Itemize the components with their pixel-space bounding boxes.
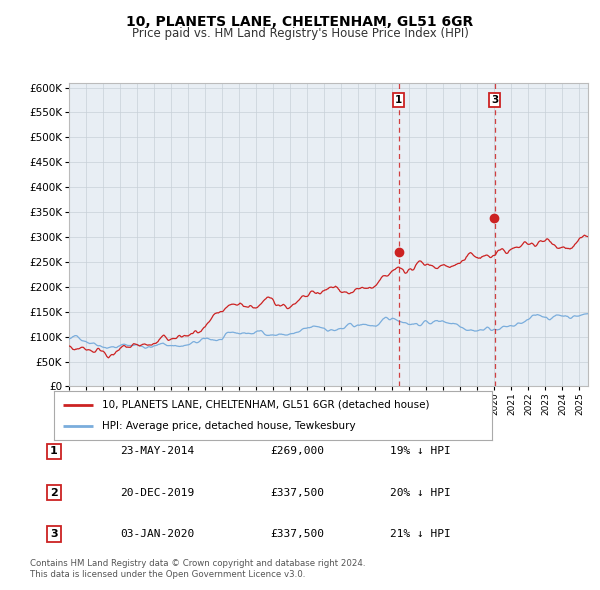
Text: 20% ↓ HPI: 20% ↓ HPI — [390, 488, 451, 497]
Text: £337,500: £337,500 — [270, 529, 324, 539]
Text: 03-JAN-2020: 03-JAN-2020 — [120, 529, 194, 539]
Text: 19% ↓ HPI: 19% ↓ HPI — [390, 447, 451, 456]
Text: 20-DEC-2019: 20-DEC-2019 — [120, 488, 194, 497]
Text: 21% ↓ HPI: 21% ↓ HPI — [390, 529, 451, 539]
Text: HPI: Average price, detached house, Tewkesbury: HPI: Average price, detached house, Tewk… — [102, 421, 356, 431]
Text: 3: 3 — [50, 529, 58, 539]
Text: This data is licensed under the Open Government Licence v3.0.: This data is licensed under the Open Gov… — [30, 571, 305, 579]
Text: 1: 1 — [395, 95, 403, 105]
Text: £337,500: £337,500 — [270, 488, 324, 497]
Text: 1: 1 — [50, 447, 58, 456]
Text: 10, PLANETS LANE, CHELTENHAM, GL51 6GR (detached house): 10, PLANETS LANE, CHELTENHAM, GL51 6GR (… — [102, 399, 430, 409]
Text: Price paid vs. HM Land Registry's House Price Index (HPI): Price paid vs. HM Land Registry's House … — [131, 27, 469, 40]
Text: 23-MAY-2014: 23-MAY-2014 — [120, 447, 194, 456]
Text: £269,000: £269,000 — [270, 447, 324, 456]
Text: 3: 3 — [491, 95, 498, 105]
Text: 2: 2 — [50, 488, 58, 497]
Text: Contains HM Land Registry data © Crown copyright and database right 2024.: Contains HM Land Registry data © Crown c… — [30, 559, 365, 568]
Text: 10, PLANETS LANE, CHELTENHAM, GL51 6GR: 10, PLANETS LANE, CHELTENHAM, GL51 6GR — [127, 15, 473, 29]
